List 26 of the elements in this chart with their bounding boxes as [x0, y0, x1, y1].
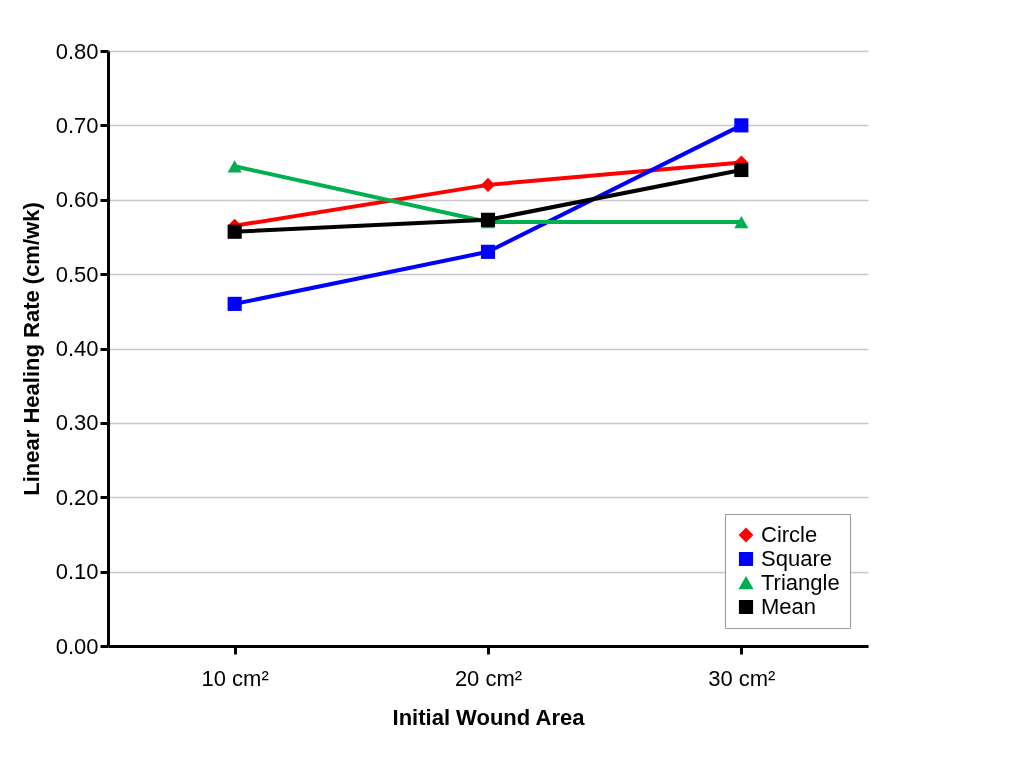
y-tick-label: 0.60	[55, 187, 99, 213]
point	[734, 162, 749, 178]
y-tick-label: 0.00	[55, 633, 99, 659]
y-tick-label: 0.30	[55, 410, 99, 436]
legend-label: Triangle	[761, 570, 840, 595]
point	[227, 296, 242, 311]
point	[227, 160, 242, 173]
x-tick-label: 10 cm²	[201, 665, 269, 691]
point	[227, 224, 242, 239]
x-tick-label: 20 cm²	[454, 665, 523, 691]
point	[480, 177, 496, 192]
y-tick-label: 0.80	[55, 38, 99, 64]
legend-label: Mean	[761, 594, 817, 619]
y-tick-label: 0.10	[55, 559, 99, 585]
point	[734, 118, 749, 133]
legend-label: Circle	[761, 522, 818, 547]
legend-label: Square	[761, 546, 832, 571]
x-axis-title: Initial Wound Area	[392, 704, 586, 730]
y-tick-label: 0.40	[55, 336, 99, 361]
point	[480, 244, 496, 259]
x-tick-label: 30 cm²	[708, 665, 776, 691]
y-axis-title: Linear Healing Rate (cm/wk)	[18, 202, 44, 496]
y-tick-label: 0.70	[55, 112, 99, 138]
y-tick-label: 0.20	[55, 484, 99, 510]
y-tick-label: 0.50	[55, 261, 99, 287]
point	[734, 215, 749, 229]
